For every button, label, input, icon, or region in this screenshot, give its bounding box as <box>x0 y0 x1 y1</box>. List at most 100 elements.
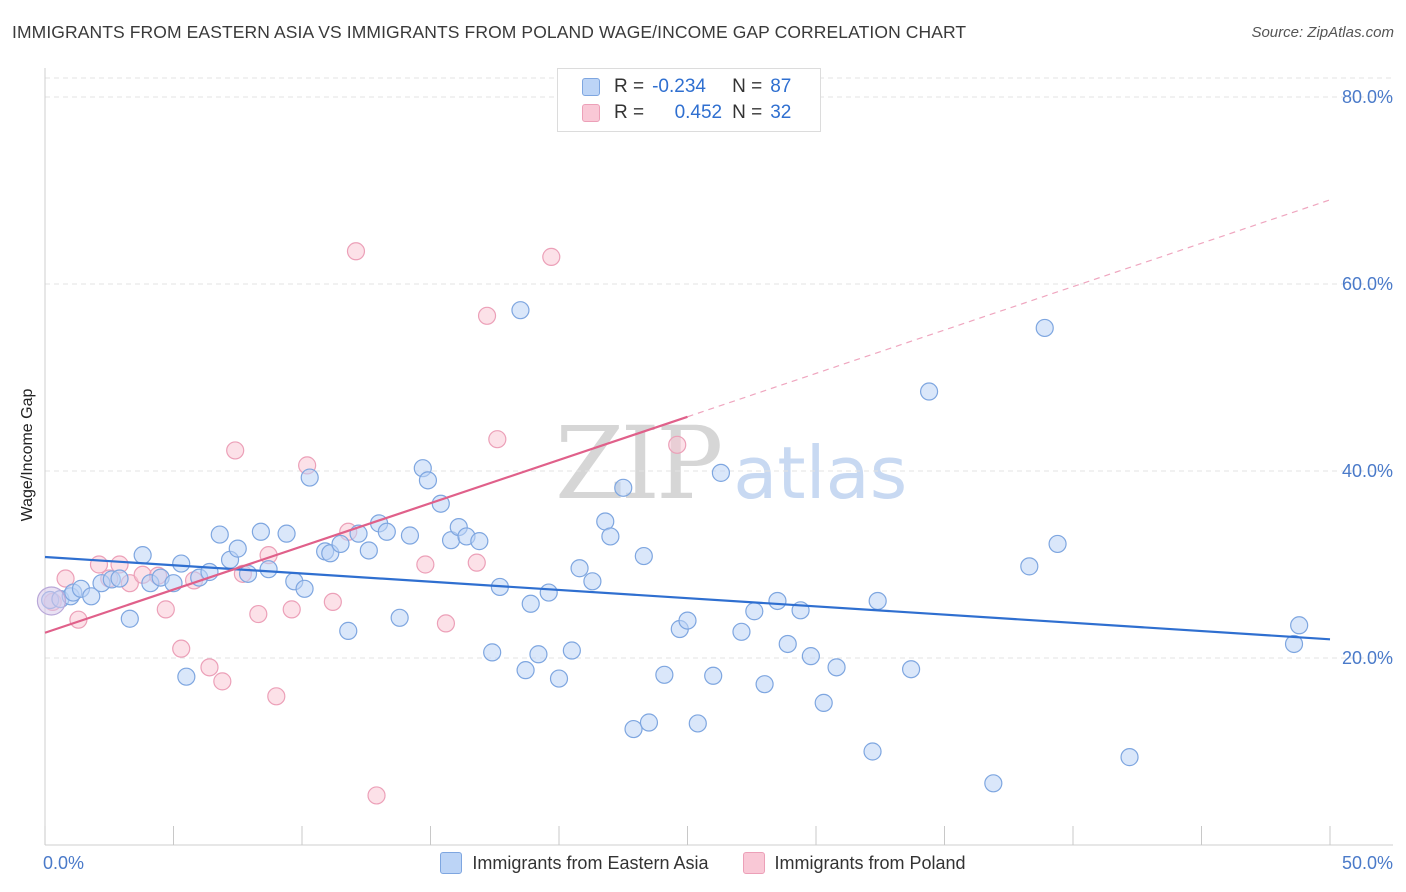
trend-lines <box>44 199 1331 641</box>
poland-point <box>89 555 109 574</box>
r-value-eastern-asia: -0.234 <box>652 76 706 97</box>
stats-row-eastern-asia: R = -0.234 N = 87 <box>582 74 791 100</box>
tick-labels: 20.0% 40.0% 60.0% 80.0% 0.0% 50.0% <box>43 87 1393 873</box>
n-value-poland: 32 <box>770 102 792 123</box>
poland-point <box>56 569 75 588</box>
chart-title: IMMIGRANTS FROM EASTERN ASIA VS IMMIGRAN… <box>12 22 967 42</box>
eastern-asia-point <box>624 719 643 739</box>
eastern-asia-point <box>814 693 833 712</box>
eastern-asia-point <box>732 622 751 641</box>
eastern-asia-point <box>639 713 659 732</box>
poland-point <box>213 672 232 691</box>
poland-point <box>282 600 301 619</box>
watermark-zip: ZIP <box>555 405 723 522</box>
n-value-eastern-asia: 87 <box>770 76 792 97</box>
legend-swatch-poland <box>742 852 765 874</box>
poland-point <box>477 306 497 325</box>
eastern-asia-point <box>400 526 420 545</box>
eastern-asia-point <box>1284 634 1304 654</box>
eastern-asia-point <box>377 522 396 541</box>
poland-points <box>43 242 687 805</box>
poland-point <box>416 555 435 574</box>
eastern-asia-point <box>238 564 258 583</box>
eastern-asia-point <box>516 661 535 680</box>
y-tick-label: 20.0% <box>1342 648 1393 668</box>
eastern-asia-point <box>688 714 707 733</box>
stats-box: R = -0.234 N = 87 R = 0.452 N = 32 <box>557 68 821 132</box>
eastern-asia-point <box>277 524 296 543</box>
eastern-asia-point <box>259 560 278 579</box>
source-credit: Source: ZipAtlas.com <box>1251 24 1394 41</box>
eastern-asia-point <box>359 541 378 560</box>
legend-label-eastern-asia: Immigrants from Eastern Asia <box>472 852 709 873</box>
poland-point <box>172 639 191 658</box>
n-label: N = <box>732 76 763 97</box>
watermark: ZIP atlas <box>555 405 907 522</box>
poland-point <box>367 786 386 805</box>
poland-point <box>156 600 175 619</box>
axes <box>44 68 1393 846</box>
eastern-asia-points <box>36 301 1309 793</box>
r-value-poland: 0.452 <box>674 102 723 123</box>
poland-point <box>323 592 342 612</box>
n-label: N = <box>732 102 763 123</box>
eastern-asia-point <box>390 608 409 627</box>
poland-point <box>467 553 486 572</box>
poland-point <box>267 687 286 706</box>
eastern-asia-point <box>778 634 797 654</box>
eastern-asia-point <box>704 666 723 685</box>
poland-point <box>226 441 245 460</box>
eastern-asia-point <box>755 675 774 694</box>
eastern-asia-point <box>1020 557 1039 576</box>
eastern-asia-point <box>801 647 820 666</box>
stats-row-poland: R = 0.452 N = 32 <box>582 100 791 126</box>
x-tick-label: 0.0% <box>43 853 84 873</box>
eastern-asia-point <box>177 667 196 686</box>
eastern-asia-point <box>511 301 530 320</box>
poland-swatch <box>582 104 600 122</box>
poland-point <box>200 658 219 677</box>
eastern-asia-point <box>1120 748 1139 767</box>
eastern-asia-point <box>768 591 787 611</box>
watermark-atlas: atlas <box>733 431 908 515</box>
poland-point <box>436 614 456 633</box>
eastern-asia-point <box>470 532 489 551</box>
eastern-asia-point <box>549 669 569 688</box>
y-tick-label: 60.0% <box>1342 274 1393 294</box>
eastern-asia-point <box>745 602 764 621</box>
eastern-asia-point <box>251 522 270 541</box>
y-tick-label: 80.0% <box>1342 87 1393 107</box>
legend-swatch-eastern-asia <box>440 852 463 874</box>
poland-trend-line <box>44 415 688 634</box>
eastern-asia-point <box>300 468 319 487</box>
poland-trend-extension <box>687 199 1331 418</box>
eastern-asia-point <box>601 527 620 546</box>
eastern-asia-point <box>228 539 247 558</box>
poland-point <box>346 242 366 261</box>
eastern-asia-point <box>919 382 939 401</box>
eastern-asia-point <box>529 645 548 664</box>
eastern-asia-point <box>120 609 139 628</box>
eastern-asia-point <box>82 587 101 606</box>
legend-item-eastern-asia: Immigrants from Eastern Asia <box>440 852 709 874</box>
eastern-asia-point <box>562 641 581 660</box>
eastern-asia-point <box>110 569 129 588</box>
eastern-asia-swatch <box>582 78 600 96</box>
eastern-asia-point <box>614 478 633 497</box>
legend: Immigrants from Eastern Asia Immigrants … <box>0 852 1406 874</box>
eastern-asia-point <box>1035 318 1054 338</box>
eastern-asia-point <box>539 583 558 602</box>
eastern-asia-point <box>210 525 229 544</box>
eastern-asia-point <box>827 658 846 677</box>
eastern-asia-point <box>868 591 887 611</box>
eastern-asia-point <box>418 471 438 490</box>
poland-point <box>249 604 268 624</box>
eastern-asia-point <box>984 774 1003 793</box>
y-tick-label: 40.0% <box>1342 461 1393 481</box>
eastern-asia-point <box>655 665 674 684</box>
eastern-asia-point <box>711 463 731 482</box>
eastern-asia-point <box>295 579 314 598</box>
poland-point <box>668 435 687 454</box>
eastern-asia-point <box>339 621 358 640</box>
